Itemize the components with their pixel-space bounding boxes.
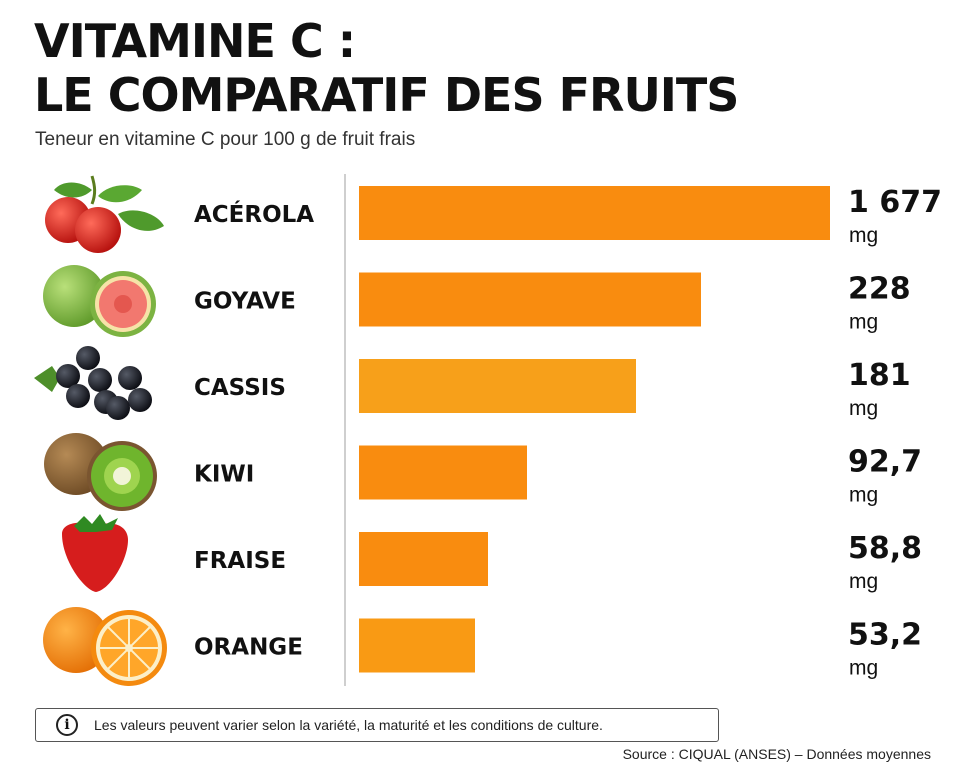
unit-label: mg	[849, 484, 878, 507]
unit-label: mg	[849, 570, 878, 593]
value-label: 92,7	[848, 445, 922, 480]
notice-text: Les valeurs peuvent varier selon la vari…	[94, 717, 603, 733]
value-label: 181	[848, 358, 911, 393]
guava-icon	[43, 265, 156, 337]
bar	[359, 359, 636, 413]
unit-label: mg	[849, 311, 878, 334]
orange-icon	[43, 607, 167, 686]
bar	[359, 272, 701, 327]
source-text: Source : CIQUAL (ANSES) – Données moyenn…	[622, 746, 931, 762]
category-label: ORANGE	[194, 635, 303, 661]
unit-label: mg	[849, 224, 878, 247]
category-label: GOYAVE	[194, 289, 296, 315]
bar	[359, 618, 475, 673]
value-label: 53,2	[848, 618, 922, 653]
title-line-1: VITAMINE C :	[34, 14, 356, 68]
category-label: FRAISE	[194, 548, 286, 574]
value-label: 228	[848, 272, 911, 307]
page-title: VITAMINE C : LE COMPARATIF DES FRUITS	[34, 14, 739, 122]
acerola-icon	[45, 175, 164, 253]
kiwi-icon	[44, 433, 157, 511]
category-label: CASSIS	[194, 375, 286, 401]
bars-layer: ACÉROLA 1 677 mg GOYAVE 228 mg CASSIS 181 mg KIWI…	[194, 185, 942, 680]
blackcurrant-icon	[34, 346, 152, 420]
bar-chart: ACÉROLA 1 677 mg GOYAVE 228 mg CASSIS 181 mg KIWI…	[34, 174, 942, 686]
bar	[359, 186, 830, 240]
value-label: 58,8	[848, 531, 922, 566]
bar	[359, 532, 488, 586]
unit-label: mg	[849, 397, 878, 420]
bar	[359, 445, 527, 500]
notice-box: i Les valeurs peuvent varier selon la va…	[35, 708, 719, 742]
title-line-2: LE COMPARATIF DES FRUITS	[34, 68, 739, 122]
value-label: 1 677	[848, 185, 942, 220]
category-label: KIWI	[194, 462, 254, 488]
info-icon: i	[56, 714, 78, 736]
unit-label: mg	[849, 657, 878, 680]
category-label: ACÉROLA	[194, 200, 314, 228]
subtitle: Teneur en vitamine C pour 100 g de fruit…	[35, 129, 416, 150]
strawberry-icon	[62, 514, 128, 592]
